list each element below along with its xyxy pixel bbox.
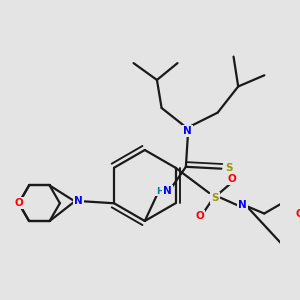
- Text: H: H: [156, 187, 164, 196]
- Text: N: N: [74, 196, 83, 206]
- Text: O: O: [14, 198, 23, 208]
- Text: S: S: [211, 193, 218, 202]
- Text: N: N: [238, 200, 247, 210]
- Text: O: O: [227, 174, 236, 184]
- Text: O: O: [195, 211, 204, 221]
- Text: N: N: [163, 186, 172, 196]
- Text: N: N: [74, 196, 83, 206]
- Text: S: S: [225, 163, 232, 173]
- Text: N: N: [238, 200, 247, 210]
- Text: O: O: [296, 208, 300, 218]
- Text: N: N: [183, 126, 192, 136]
